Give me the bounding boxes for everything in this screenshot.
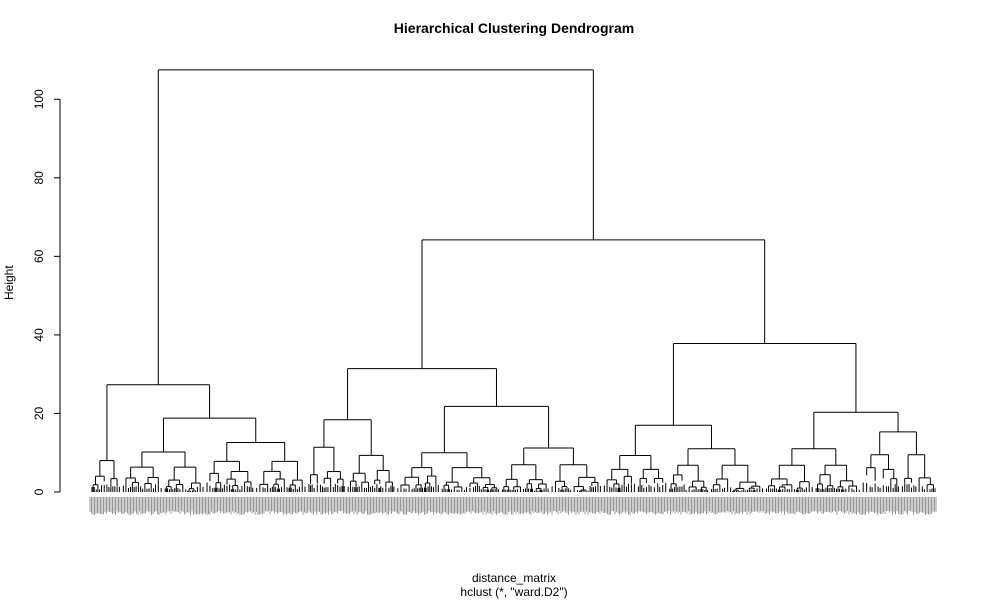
y-tick-label-0: 0 [32,488,46,495]
method-subtitle: hclust (*, "ward.D2") [460,585,568,599]
y-tick-label-40: 40 [32,328,46,342]
y-tick-label-60: 60 [32,249,46,263]
chart-title: Hierarchical Clustering Dendrogram [393,20,635,36]
y-tick-label-80: 80 [32,171,46,185]
y-tick-label-100: 100 [32,89,46,109]
y-tick-label-20: 20 [32,406,46,420]
x-axis-label: distance_matrix [471,571,557,585]
